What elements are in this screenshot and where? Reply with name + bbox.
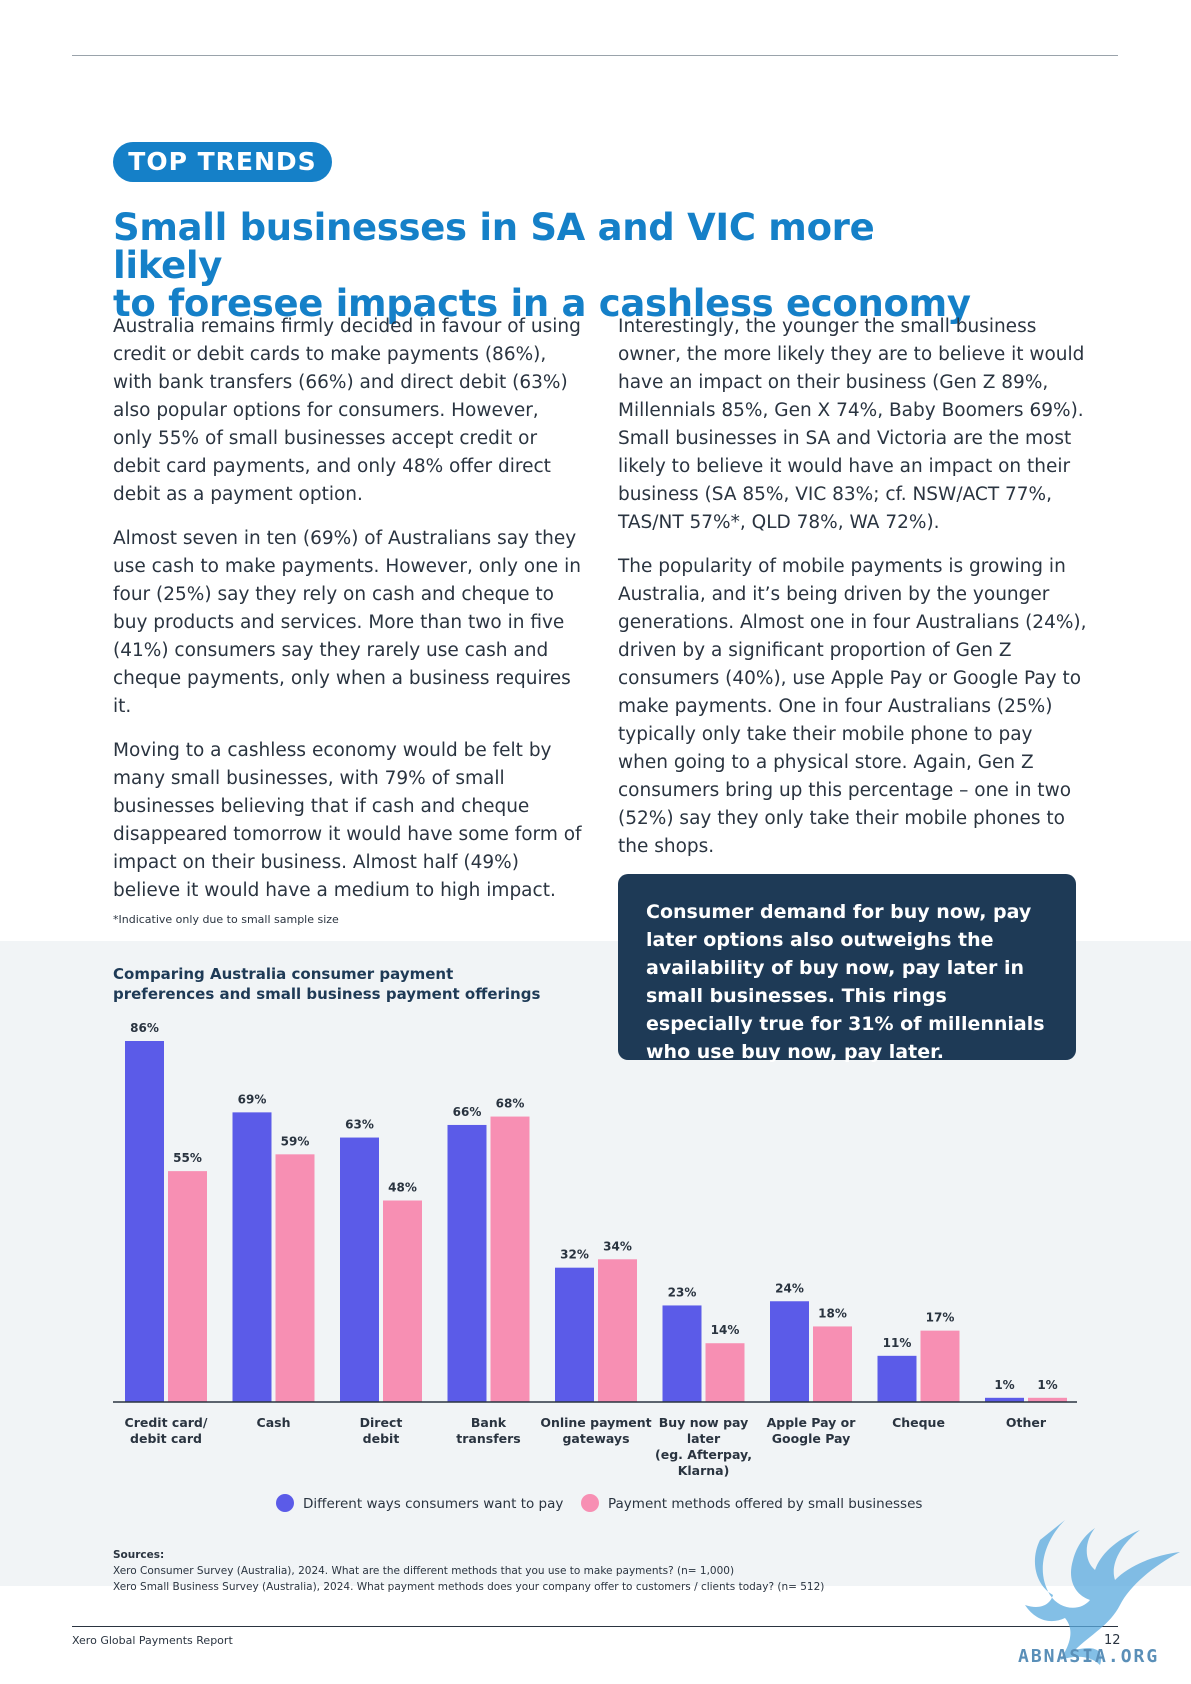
paragraph: Interestingly, the younger the small bus… bbox=[618, 316, 1085, 533]
business-bar bbox=[383, 1200, 422, 1402]
category-label: Google Pay bbox=[772, 1431, 851, 1446]
data-label: 18% bbox=[818, 1306, 847, 1320]
category-label: gateways bbox=[562, 1431, 629, 1446]
phoenix-logo-icon bbox=[1025, 1520, 1180, 1665]
data-label: 1% bbox=[994, 1378, 1014, 1392]
data-label: 34% bbox=[603, 1239, 632, 1253]
consumer-bar bbox=[555, 1267, 594, 1402]
page-title: Small businesses in SA and VIC more like… bbox=[113, 209, 993, 323]
category-label: Apple Pay or bbox=[767, 1415, 857, 1430]
legend-label: Payment methods offered by small busines… bbox=[608, 1496, 922, 1512]
top-divider bbox=[72, 55, 1118, 56]
category-label: debit card bbox=[130, 1431, 202, 1446]
callout-box: Consumer demand for buy now, pay later o… bbox=[618, 874, 1076, 1063]
footnote: *Indicative only due to small sample siz… bbox=[113, 913, 339, 926]
consumer-bar bbox=[340, 1137, 379, 1402]
consumer-bar bbox=[877, 1355, 917, 1402]
legend-swatch bbox=[581, 1494, 599, 1512]
consumer-bar bbox=[662, 1305, 702, 1402]
consumer-bar bbox=[232, 1112, 272, 1402]
sources-heading: Sources: bbox=[113, 1549, 165, 1561]
consumer-bar bbox=[447, 1124, 487, 1402]
business-bar bbox=[920, 1330, 960, 1402]
category-label: Cash bbox=[257, 1415, 291, 1430]
data-label: 14% bbox=[711, 1323, 740, 1337]
legend-label: Different ways consumers want to pay bbox=[303, 1496, 563, 1512]
data-label: 68% bbox=[496, 1097, 525, 1111]
bottom-divider bbox=[72, 1626, 1118, 1627]
paragraph: Australia remains firmly decided in favo… bbox=[113, 316, 581, 505]
title-line-2: to foresee impacts in a cashless economy bbox=[113, 282, 971, 325]
consumer-bar bbox=[125, 1041, 164, 1402]
business-bar bbox=[813, 1326, 852, 1402]
report-name: Xero Global Payments Report bbox=[72, 1634, 233, 1647]
watermark-text: ABNASIA.ORG bbox=[1018, 1646, 1160, 1667]
data-label: 63% bbox=[345, 1118, 374, 1132]
category-label: later bbox=[687, 1431, 721, 1446]
data-label: 24% bbox=[775, 1281, 804, 1295]
category-label: transfers bbox=[456, 1431, 520, 1446]
business-bar bbox=[705, 1343, 745, 1402]
business-bar bbox=[168, 1171, 207, 1402]
paragraph: The popularity of mobile payments is gro… bbox=[618, 556, 1087, 857]
left-column: Australia remains firmly decided in favo… bbox=[113, 313, 583, 921]
data-label: 11% bbox=[883, 1336, 912, 1350]
category-label: Online payment bbox=[540, 1415, 651, 1430]
data-label: 69% bbox=[238, 1092, 267, 1106]
source-line: Xero Consumer Survey (Australia), 2024. … bbox=[113, 1565, 735, 1577]
category-label: Bank bbox=[471, 1415, 507, 1430]
data-label: 32% bbox=[560, 1248, 589, 1262]
business-bar bbox=[490, 1116, 530, 1402]
paragraph: Moving to a cashless economy would be fe… bbox=[113, 740, 582, 901]
data-label: 66% bbox=[453, 1105, 482, 1119]
data-label: 86% bbox=[130, 1021, 159, 1035]
section-tag: TOP TRENDS bbox=[113, 142, 332, 182]
consumer-bar bbox=[770, 1301, 809, 1402]
business-bar bbox=[598, 1259, 637, 1402]
data-label: 1% bbox=[1037, 1378, 1057, 1392]
page-number: 12 bbox=[1104, 1633, 1121, 1648]
business-bar bbox=[275, 1154, 315, 1402]
category-label: Buy now pay bbox=[659, 1415, 748, 1430]
title-line-1: Small businesses in SA and VIC more like… bbox=[113, 206, 875, 287]
category-label: Direct bbox=[360, 1415, 403, 1430]
data-label: 59% bbox=[281, 1134, 310, 1148]
data-label: 55% bbox=[173, 1151, 202, 1165]
category-label: Klarna) bbox=[678, 1463, 730, 1478]
sources: Sources: Xero Consumer Survey (Australia… bbox=[113, 1547, 824, 1595]
category-label: Cheque bbox=[892, 1415, 945, 1430]
business-bar bbox=[1028, 1397, 1067, 1402]
category-label: (eg. Afterpay, bbox=[655, 1447, 752, 1462]
category-label: Other bbox=[1006, 1415, 1047, 1430]
source-line: Xero Small Business Survey (Australia), … bbox=[113, 1581, 825, 1593]
right-column: Interestingly, the younger the small bus… bbox=[618, 313, 1088, 877]
paragraph: Almost seven in ten (69%) of Australians… bbox=[113, 528, 581, 717]
chart-title: Comparing Australia consumer payment pre… bbox=[113, 965, 541, 1003]
category-label: debit bbox=[363, 1431, 400, 1446]
category-label: Credit card/ bbox=[125, 1415, 208, 1430]
legend-swatch bbox=[276, 1494, 294, 1512]
data-label: 48% bbox=[388, 1181, 417, 1195]
data-label: 23% bbox=[668, 1285, 697, 1299]
data-label: 17% bbox=[926, 1311, 955, 1325]
consumer-bar bbox=[985, 1397, 1024, 1402]
